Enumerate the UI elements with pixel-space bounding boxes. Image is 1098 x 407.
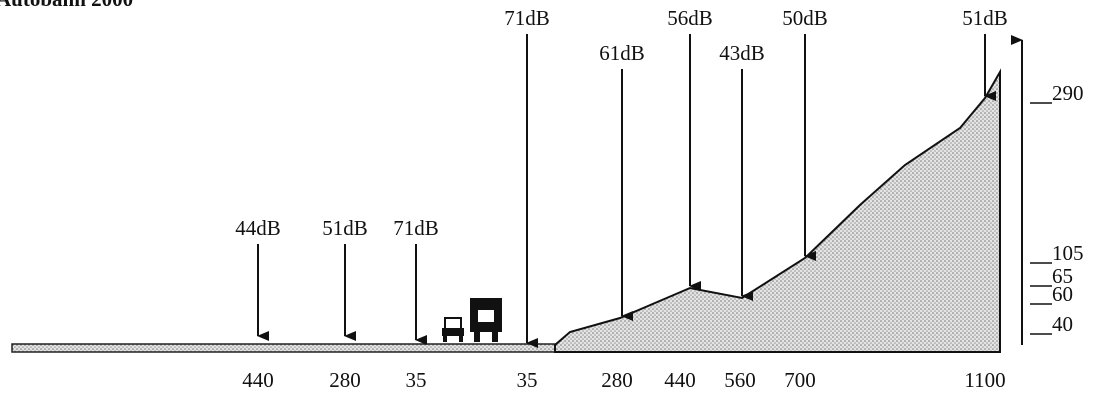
terrain bbox=[12, 72, 1000, 352]
noise-level: 44dB bbox=[235, 216, 281, 240]
noise-level: 71dB bbox=[393, 216, 439, 240]
road-strip bbox=[12, 344, 557, 352]
noise-level: 51dB bbox=[962, 6, 1008, 30]
distance-label: 700 bbox=[784, 368, 816, 392]
noise-level: 51dB bbox=[322, 216, 368, 240]
distance-label: 35 bbox=[406, 368, 427, 392]
scale-label: 40 bbox=[1052, 312, 1073, 336]
distance-label: 560 bbox=[724, 368, 756, 392]
diagram: Autobahn 2000 44dB 440 51dB 280 71dB 35 71dB 35… bbox=[0, 0, 1098, 407]
distance-label: 280 bbox=[601, 368, 633, 392]
distance-label: 35 bbox=[517, 368, 538, 392]
noise-level: 61dB bbox=[599, 41, 645, 65]
scale-label: 290 bbox=[1052, 81, 1084, 105]
noise-level: 71dB bbox=[504, 6, 550, 30]
noise-level: 50dB bbox=[782, 6, 828, 30]
noise-level: 56dB bbox=[667, 6, 713, 30]
distance-label: 440 bbox=[242, 368, 274, 392]
distance-label: 1100 bbox=[964, 368, 1005, 392]
header-title: Autobahn 2000 bbox=[0, 0, 133, 11]
truck bbox=[470, 298, 502, 342]
scale-label: 105 bbox=[1052, 241, 1084, 265]
distance-label: 440 bbox=[664, 368, 696, 392]
car bbox=[442, 318, 464, 342]
noise-level: 43dB bbox=[719, 41, 765, 65]
distance-label: 280 bbox=[329, 368, 361, 392]
scale-label: 60 bbox=[1052, 282, 1073, 306]
